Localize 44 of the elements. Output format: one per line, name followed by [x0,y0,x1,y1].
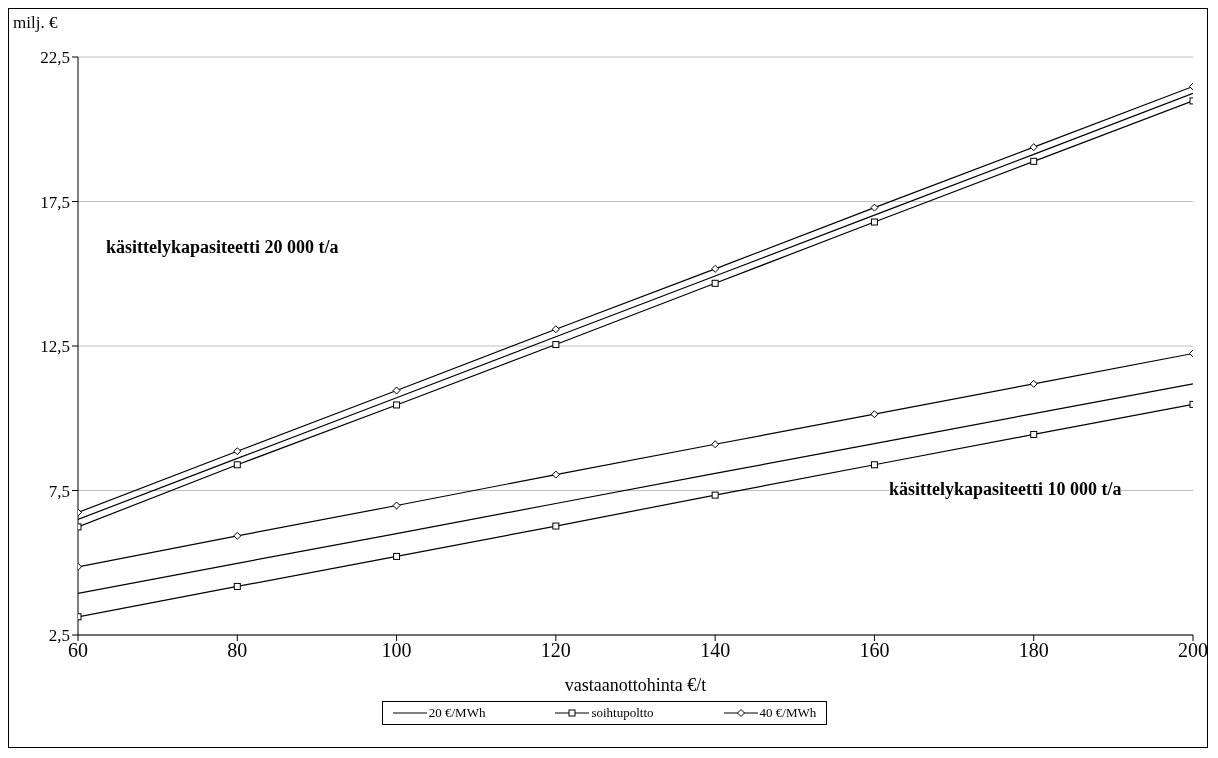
point [711,491,719,499]
y-tick-label: 2,5 [48,626,70,646]
point [711,264,720,273]
point [392,501,401,510]
x-tick-label: 60 [68,639,88,662]
point [233,582,241,590]
annotation: käsittelykapasiteetti 20 000 t/a [106,237,339,257]
point [552,522,560,530]
point [870,203,879,212]
x-tick-label: 200 [1178,639,1208,662]
legend-label: soihtupoltto [591,705,654,721]
point [1029,143,1038,152]
point [711,440,720,449]
y-axis-title: milj. € [13,13,58,33]
legend-label: 20 €/MWh [428,705,486,721]
point [233,531,242,540]
point [870,410,879,419]
y-tick-label: 22,5 [40,48,70,68]
x-axis-title: vastaanottohinta €/t [564,675,707,695]
point [551,325,560,334]
annotation: käsittelykapasiteetti 10 000 t/a [889,479,1122,499]
point [233,447,242,456]
x-tick-label: 120 [540,639,571,662]
point [1029,379,1038,388]
point [393,552,401,560]
legend-label: 40 €/MWh [759,705,817,721]
point [1030,157,1038,165]
point [552,341,560,349]
x-tick-label: 80 [227,639,248,662]
point [392,386,401,395]
point [870,461,878,469]
point [233,461,241,469]
x-tick-label: 140 [700,639,731,662]
x-tick-label: 180 [1018,639,1049,662]
point [1030,430,1038,438]
x-tick-label: 100 [381,639,412,662]
x-tick-label: 160 [859,639,890,662]
y-tick-label: 12,5 [40,337,70,357]
y-tick-label: 7,5 [48,481,70,501]
y-tick-label: 17,5 [40,192,70,212]
point [870,218,878,226]
point [393,401,401,409]
point [711,279,719,287]
point [551,470,560,479]
